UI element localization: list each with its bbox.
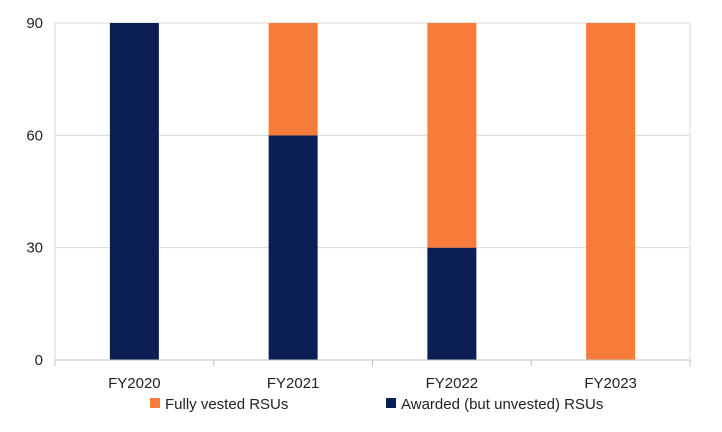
x-tick-label-FY2021: FY2021 <box>267 375 320 392</box>
bar-FY2023-series-1 <box>586 23 636 360</box>
y-tick-label-0: 0 <box>35 352 43 369</box>
bar-FY2021-series-0 <box>268 135 318 360</box>
gridlines <box>55 22 690 249</box>
y-tick-label-30: 30 <box>26 240 43 257</box>
legend-swatch-1 <box>150 398 160 408</box>
legend-label-0: Awarded (but unvested) RSUs <box>401 396 603 413</box>
y-tick-labels: 0 30 60 90 <box>26 15 43 369</box>
bars <box>109 23 636 360</box>
x-tick-label-FY2020: FY2020 <box>108 375 161 392</box>
x-tick-label-FY2023: FY2023 <box>584 375 637 392</box>
bar-FY2020-series-0 <box>109 23 159 360</box>
y-tick-label-90: 90 <box>26 15 43 32</box>
legend: Fully vested RSUs Awarded (but unvested) … <box>150 396 603 413</box>
bar-FY2022-series-1 <box>427 23 477 248</box>
axes <box>54 23 691 366</box>
bar-FY2022-series-0 <box>427 247 477 360</box>
x-tick-labels: FY2020 FY2021 FY2022 FY2023 <box>108 375 637 392</box>
x-tick-label-FY2022: FY2022 <box>426 375 479 392</box>
bar-FY2021-series-1 <box>268 23 318 136</box>
legend-label-1: Fully vested RSUs <box>165 396 288 413</box>
y-tick-label-60: 60 <box>26 127 43 144</box>
legend-swatch-0 <box>386 398 396 408</box>
